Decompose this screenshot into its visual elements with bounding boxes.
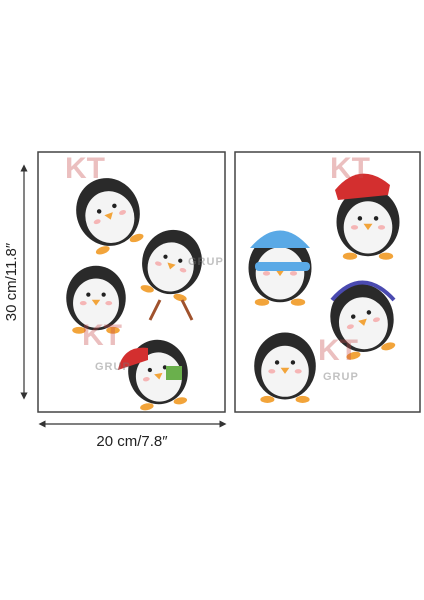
santa-hat [335,173,390,200]
gift [166,366,182,380]
beanie [250,230,310,248]
watermark-text: GRUP [323,371,359,383]
earmuffs [330,280,396,302]
watermark-logo: KT [318,334,358,367]
watermark-text: GRUP [95,361,131,373]
santa-hat [118,347,148,370]
watermark: KT GRUP KT GRUP KT KT GRUP [65,152,370,383]
watermark-logo: KT [65,152,105,185]
watermark-logo: KT [82,319,122,352]
width-label: 20 cm/7.8″ [96,433,168,450]
scarf [255,262,310,271]
watermark-logo: KT [330,152,370,185]
watermark-text: GRUP [188,256,224,268]
antlers [148,299,194,321]
height-label: 30 cm/11.8″ [3,242,20,321]
